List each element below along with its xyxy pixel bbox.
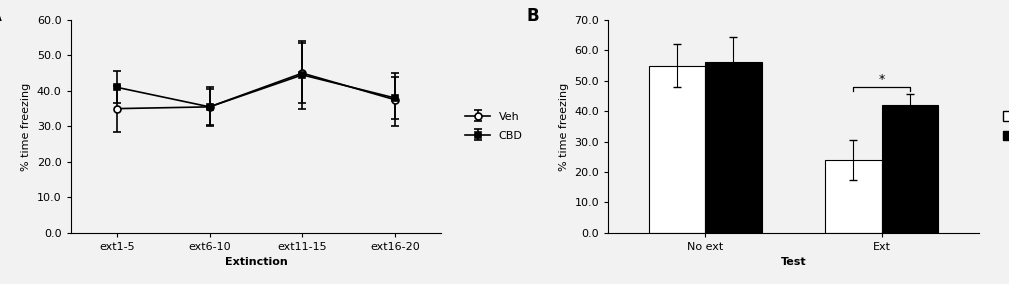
- Legend: Veh, CBD: Veh, CBD: [1003, 112, 1009, 141]
- Legend: Veh, CBD: Veh, CBD: [465, 112, 523, 141]
- Text: A: A: [0, 7, 2, 25]
- Bar: [825, 160, 882, 233]
- Text: B: B: [527, 7, 539, 25]
- X-axis label: Extinction: Extinction: [225, 258, 288, 268]
- Bar: [649, 66, 705, 233]
- Bar: [705, 62, 762, 233]
- Text: *: *: [879, 73, 885, 86]
- Bar: [882, 105, 938, 233]
- Y-axis label: % time freezing: % time freezing: [21, 82, 31, 170]
- Y-axis label: % time freezing: % time freezing: [559, 82, 569, 170]
- X-axis label: Test: Test: [781, 258, 806, 268]
